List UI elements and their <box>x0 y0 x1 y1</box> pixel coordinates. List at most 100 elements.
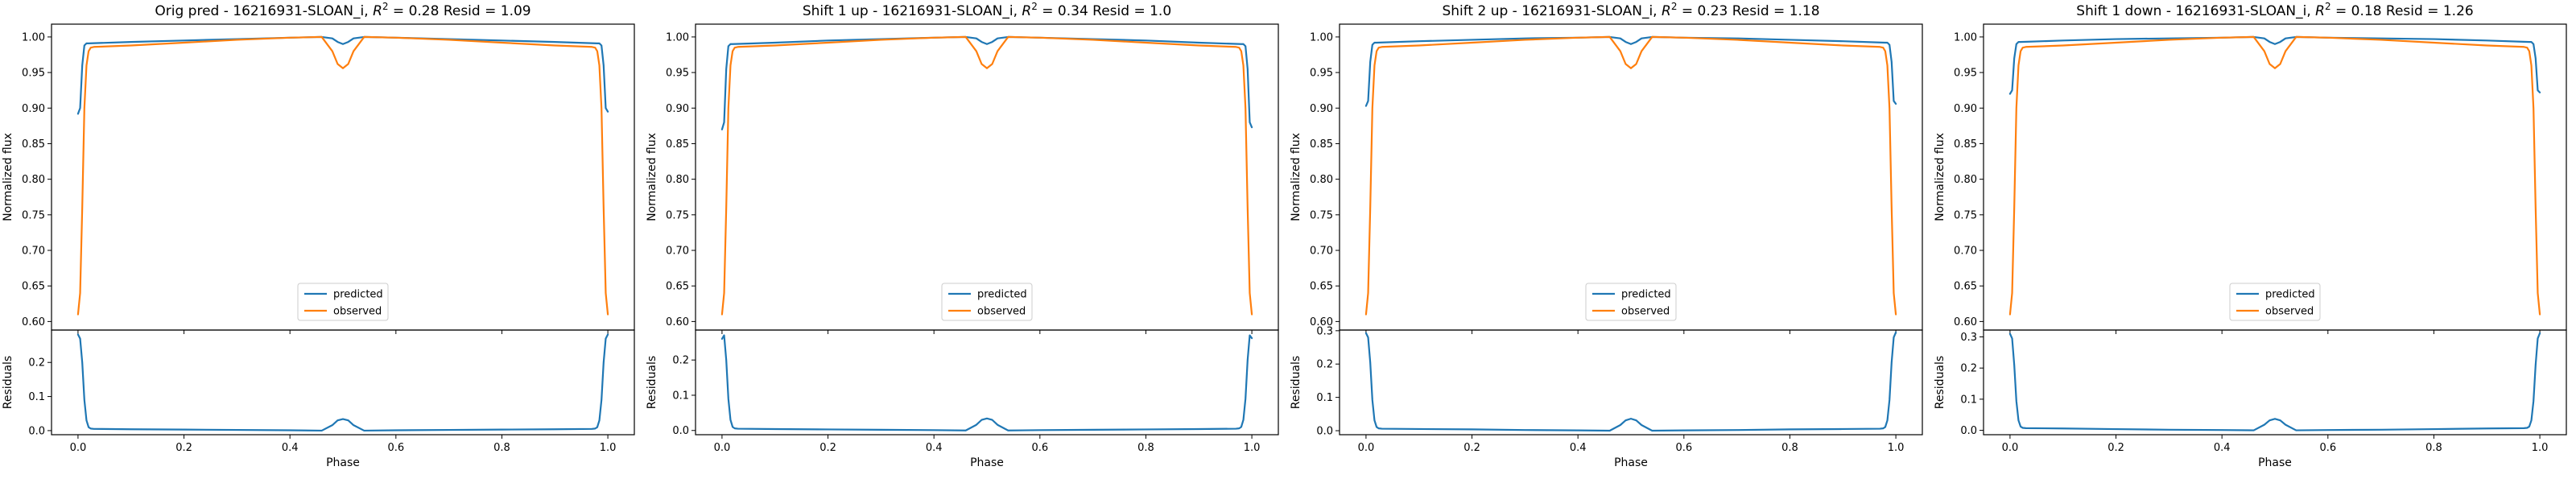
panel-4-bottom-ytick-label: 0.1 <box>1960 394 1977 406</box>
panel-2-bottom-xlabel: Phase <box>970 456 1004 469</box>
panel-3-bottom-xtick-label: 1.0 <box>1888 442 1905 454</box>
panel-3-bottom-xtick-label: 0.4 <box>1570 442 1587 454</box>
panel-3-bottom-xtick-label: 0.0 <box>1358 442 1375 454</box>
panel-4-bottom-ylabel: Residuals <box>1934 356 1946 409</box>
panel-1-top-ytick-label: 0.80 <box>22 174 45 186</box>
panel-1-top-ytick-label: 0.90 <box>22 103 45 115</box>
panel-4-bottom-xtick-label: 0.8 <box>2425 442 2442 454</box>
panel-3-top-ytick-label: 0.90 <box>1310 103 1333 115</box>
panel-3-bottom-xtick-label: 0.2 <box>1463 442 1480 454</box>
panel-1-bottom-xlabel: Phase <box>326 456 360 469</box>
panel-2-title: Shift 1 up - 16216931-SLOAN_i, R2 = 0.34… <box>803 1 1171 19</box>
panel-3-top-ytick-label: 0.60 <box>1310 316 1333 328</box>
panel-4-legend-label-observed: observed <box>2265 306 2314 318</box>
panel-3-top-ytick-label: 0.75 <box>1310 209 1333 221</box>
panel-2-series-predicted <box>720 35 1253 130</box>
panel-2-bottom-xtick-label: 0.8 <box>1137 442 1154 454</box>
panel-4-top-ylabel: Normalized flux <box>1934 133 1946 221</box>
panel-1-top-ytick-label: 1.00 <box>22 31 45 43</box>
panel-1-bottom-ylabel: Residuals <box>2 356 14 409</box>
panel-4-bottom-xtick-label: 1.0 <box>2532 442 2549 454</box>
panel-4-top-ytick-label: 0.80 <box>1954 174 1977 186</box>
panel-3-top-ytick-label: 0.85 <box>1310 138 1333 151</box>
panel-2-top-ytick-label: 0.90 <box>666 103 689 115</box>
panel-1-bottom-xtick-label: 0.2 <box>175 442 192 454</box>
panel-4-top-ytick-label: 0.85 <box>1954 138 1977 151</box>
panel-4-top-ytick-label: 0.75 <box>1954 209 1977 221</box>
panel-3-bottom-ylabel: Residuals <box>1290 356 1302 409</box>
panel-3-legend-label-observed: observed <box>1621 306 1670 318</box>
panel-2-legend-label-predicted: predicted <box>977 289 1027 301</box>
panel-2-legend-label-observed: observed <box>977 306 1026 318</box>
panel-3-bottom-xtick-label: 0.6 <box>1675 442 1692 454</box>
panel-2-bottom-frame <box>695 329 1279 436</box>
panel-1-bottom-ytick-label: 0.0 <box>28 425 45 437</box>
panel-3-bottom-ytick-label: 0.2 <box>1316 359 1333 371</box>
panel-2-bottom-xtick-label: 0.4 <box>926 442 943 454</box>
panel-3-bottom-ytick-label: 0.3 <box>1316 325 1333 337</box>
panel-4-series-observed <box>2008 35 2541 316</box>
panel-4-top-ytick-label: 0.90 <box>1954 103 1977 115</box>
panel-2-bottom-ylabel: Residuals <box>646 356 658 409</box>
panel-3-bottom-ytick-label: 0.0 <box>1316 426 1333 438</box>
panel-2-top-ytick-label: 0.75 <box>666 209 689 221</box>
panel-1-bottom-ytick-label: 0.2 <box>28 357 45 369</box>
panel-3-series-residuals <box>1364 331 1897 432</box>
panel-4: Shift 1 down - 16216931-SLOAN_i, R2 = 0.… <box>1934 1 2567 469</box>
panel-3-series-observed <box>1364 35 1897 316</box>
panel-3-title: Shift 2 up - 16216931-SLOAN_i, R2 = 0.23… <box>1442 1 1819 19</box>
panel-2-top-ylabel: Normalized flux <box>646 133 658 221</box>
panel-1-top-ytick-label: 0.85 <box>22 138 45 151</box>
panel-2-top-ytick-label: 0.60 <box>666 316 689 328</box>
panel-1-top-ytick-label: 0.65 <box>22 281 45 293</box>
panel-4-top-ytick-label: 0.95 <box>1954 68 1977 80</box>
panel-2: Shift 1 up - 16216931-SLOAN_i, R2 = 0.34… <box>646 1 1279 469</box>
panel-3-top-ytick-label: 0.70 <box>1310 246 1333 258</box>
panel-3-top-ytick-label: 0.95 <box>1310 68 1333 80</box>
panel-4-bottom-ytick-label: 0.3 <box>1960 332 1977 344</box>
panel-3-legend-label-predicted: predicted <box>1621 289 1671 301</box>
panel-3-bottom-ytick-label: 0.1 <box>1316 392 1333 404</box>
panel-3-bottom-xtick-label: 0.8 <box>1781 442 1798 454</box>
panel-3: Shift 2 up - 16216931-SLOAN_i, R2 = 0.23… <box>1290 1 1923 469</box>
panel-3-top-ytick-label: 1.00 <box>1310 31 1333 43</box>
panel-1-legend-label-observed: observed <box>333 306 382 318</box>
panel-4-bottom-xtick-label: 0.0 <box>2002 442 2019 454</box>
panel-3-bottom-frame <box>1339 329 1923 436</box>
panel-1-top-ytick-label: 0.70 <box>22 246 45 258</box>
panel-1-title: Orig pred - 16216931-SLOAN_i, R2 = 0.28 … <box>155 1 530 19</box>
panel-1-bottom-xtick-label: 0.8 <box>493 442 510 454</box>
panel-2-top-ytick-label: 0.85 <box>666 138 689 151</box>
panel-1-bottom-frame <box>51 329 635 436</box>
panel-2-bottom-ytick-label: 0.1 <box>672 390 689 402</box>
panel-4-bottom-xtick-label: 0.6 <box>2319 442 2336 454</box>
panel-4-series-residuals <box>2008 332 2541 431</box>
panel-3-bottom-xlabel: Phase <box>1614 456 1648 469</box>
panel-4-top-ytick-label: 0.60 <box>1954 316 1977 328</box>
panel-4-bottom-xtick-label: 0.4 <box>2214 442 2231 454</box>
panel-4-bottom-frame <box>1983 329 2567 436</box>
panel-1-bottom-xtick-label: 0.0 <box>70 442 87 454</box>
panel-3-top-ytick-label: 0.65 <box>1310 281 1333 293</box>
panel-3-top-ylabel: Normalized flux <box>1290 133 1302 221</box>
panel-2-top-ytick-label: 0.70 <box>666 246 689 258</box>
panel-2-top-ytick-label: 1.00 <box>666 31 689 43</box>
panel-4-top-ytick-label: 0.70 <box>1954 246 1977 258</box>
panel-1-top-ytick-label: 0.95 <box>22 68 45 80</box>
panel-2-series-residuals <box>720 334 1253 431</box>
panel-4-title: Shift 1 down - 16216931-SLOAN_i, R2 = 0.… <box>2076 1 2473 19</box>
panel-2-top-ytick-label: 0.95 <box>666 68 689 80</box>
panel-1-series-residuals <box>76 333 609 432</box>
panel-3-series-predicted <box>1364 35 1897 107</box>
panel-4-bottom-ytick-label: 0.2 <box>1960 363 1977 375</box>
panel-1-top-ylabel: Normalized flux <box>2 133 14 221</box>
panel-1-series-predicted <box>76 35 609 115</box>
panel-2-bottom-xtick-label: 1.0 <box>1244 442 1261 454</box>
panel-3-top-ytick-label: 0.80 <box>1310 174 1333 186</box>
panel-1-bottom-ytick-label: 0.1 <box>28 391 45 403</box>
panel-1: Orig pred - 16216931-SLOAN_i, R2 = 0.28 … <box>2 1 635 469</box>
panel-4-series-predicted <box>2008 35 2541 95</box>
panel-2-series-observed <box>720 35 1253 316</box>
panel-1-bottom-xtick-label: 0.4 <box>282 442 299 454</box>
